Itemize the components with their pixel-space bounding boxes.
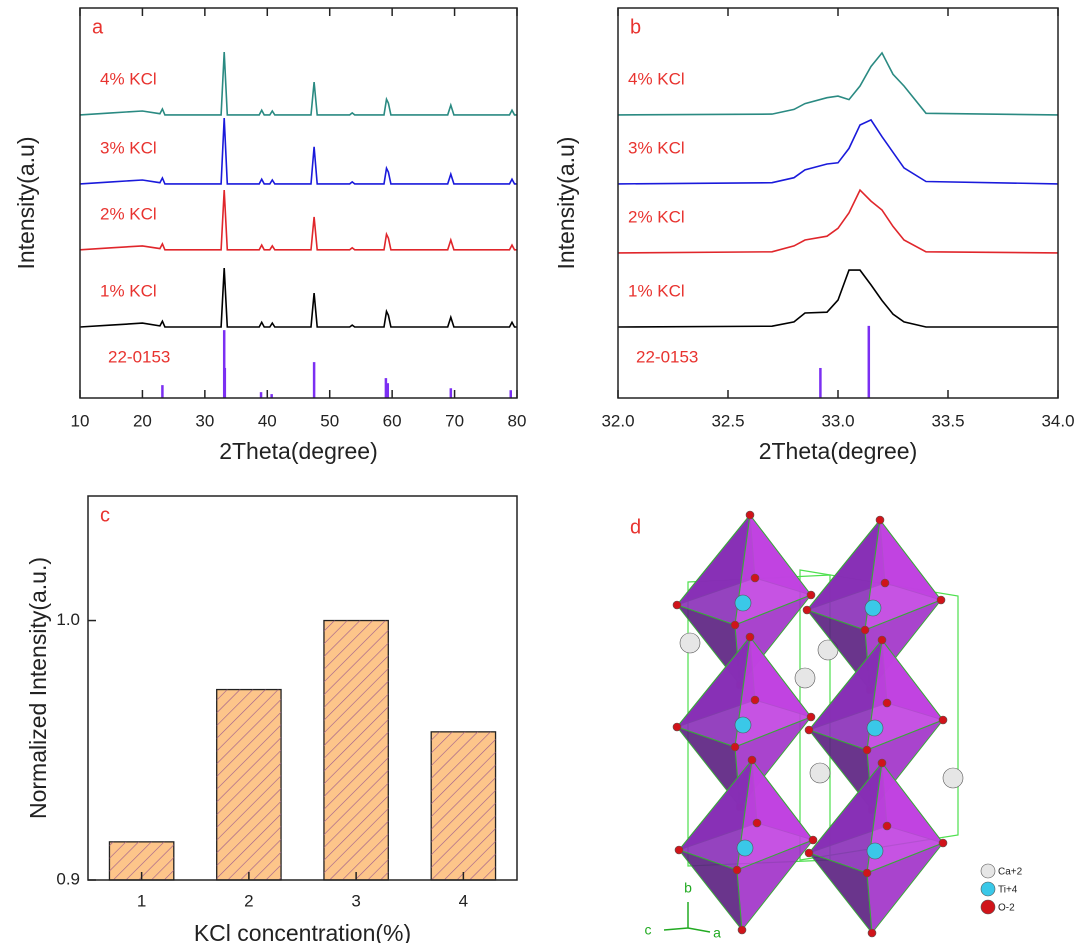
o-atom (751, 574, 759, 582)
series-label: 1% KCl (628, 282, 685, 301)
legend-label: Ca+2 (998, 867, 1023, 878)
series-label: 2% KCl (628, 207, 685, 226)
legend-swatch (981, 882, 995, 896)
o-atom (751, 696, 759, 704)
y-tick-label: 1.0 (56, 610, 80, 629)
x-tick-label: 40 (258, 411, 277, 430)
o-atom (863, 746, 871, 754)
o-atom (748, 756, 756, 764)
ca-atom (810, 763, 830, 783)
o-atom (868, 929, 876, 937)
o-atom (807, 713, 815, 721)
bar-hatch (431, 732, 495, 880)
panel-label: a (92, 16, 104, 38)
plot-frame (618, 8, 1058, 398)
x-tick-label: 32.5 (711, 411, 744, 430)
x-tick-label: 33.0 (821, 411, 854, 430)
o-atom (937, 596, 945, 604)
o-atom (861, 626, 869, 634)
o-atom (746, 511, 754, 519)
reference-label: 22-0153 (108, 347, 170, 366)
o-atom (675, 846, 683, 854)
bar-hatch (324, 621, 388, 880)
x-axis-title: 2Theta(degree) (759, 438, 918, 464)
x-tick-label: 60 (383, 411, 402, 430)
panel-label: d (630, 516, 641, 538)
o-atom (878, 636, 886, 644)
series-label: 1% KCl (100, 282, 157, 301)
x-tick-label: 34.0 (1041, 411, 1074, 430)
x-tick-label: 10 (71, 411, 90, 430)
ti-atom (735, 717, 751, 733)
legend-swatch (981, 864, 995, 878)
x-tick-label: 70 (445, 411, 464, 430)
o-atom (746, 633, 754, 641)
series-label: 4% KCl (100, 69, 157, 88)
x-tick-label: 32.0 (601, 411, 634, 430)
o-atom (673, 723, 681, 731)
reference-label: 22-0153 (636, 347, 698, 366)
axis-label: c (645, 922, 652, 938)
x-axis-title: 2Theta(degree) (219, 438, 378, 464)
x-tick-label: 80 (508, 411, 527, 430)
o-atom (863, 869, 871, 877)
y-axis-title: Normalized Intensity(a.u.) (25, 557, 51, 819)
o-atom (803, 606, 811, 614)
axis-arrow (664, 928, 688, 930)
panel-label: c (100, 504, 110, 526)
figure: 10 20 30 40 50 60 70 80 22-0153 1% KCl 2% KCl 3% KC… (0, 0, 1076, 943)
legend-label: O-2 (998, 903, 1015, 914)
panel-label: b (630, 16, 641, 38)
legend-label: Ti+4 (998, 885, 1018, 896)
x-axis-title: KCl concentration(%) (194, 920, 411, 943)
y-tick-label: 0.9 (56, 869, 80, 888)
ca-atom (680, 633, 700, 653)
o-atom (878, 759, 886, 767)
o-atom (939, 716, 947, 724)
x-tick-label: 2 (244, 891, 253, 910)
o-atom (805, 849, 813, 857)
ti-atom (735, 595, 751, 611)
o-atom (673, 601, 681, 609)
axis-label: a (713, 925, 721, 941)
series-label: 3% KCl (628, 138, 685, 157)
bar-hatch (217, 690, 281, 880)
ti-atom (867, 720, 883, 736)
series-label: 3% KCl (100, 138, 157, 157)
o-atom (805, 726, 813, 734)
x-tick-label: 20 (133, 411, 152, 430)
ti-atom (737, 840, 753, 856)
o-atom (753, 819, 761, 827)
series-label: 2% KCl (100, 204, 157, 223)
y-axis-title: Intensity(a.u) (13, 137, 39, 270)
series-label: 4% KCl (628, 69, 685, 88)
x-tick-label: 3 (351, 891, 360, 910)
axis-arrow (688, 928, 710, 932)
o-atom (881, 579, 889, 587)
x-tick-label: 1 (137, 891, 146, 910)
legend-swatch (981, 900, 995, 914)
ti-atom (865, 600, 881, 616)
y-axis-title: Intensity(a.u) (553, 137, 579, 270)
o-atom (939, 839, 947, 847)
o-atom (876, 516, 884, 524)
o-atom (731, 743, 739, 751)
ca-atom (795, 668, 815, 688)
ca-atom (943, 768, 963, 788)
axis-label: b (684, 880, 692, 896)
o-atom (809, 836, 817, 844)
x-tick-label: 30 (195, 411, 214, 430)
o-atom (731, 621, 739, 629)
plot-frame (80, 8, 517, 398)
ti-atom (867, 843, 883, 859)
o-atom (883, 822, 891, 830)
o-atom (883, 699, 891, 707)
x-tick-label: 33.5 (931, 411, 964, 430)
o-atom (738, 926, 746, 934)
x-tick-label: 4 (459, 891, 468, 910)
o-atom (807, 591, 815, 599)
x-tick-label: 50 (320, 411, 339, 430)
o-atom (733, 866, 741, 874)
